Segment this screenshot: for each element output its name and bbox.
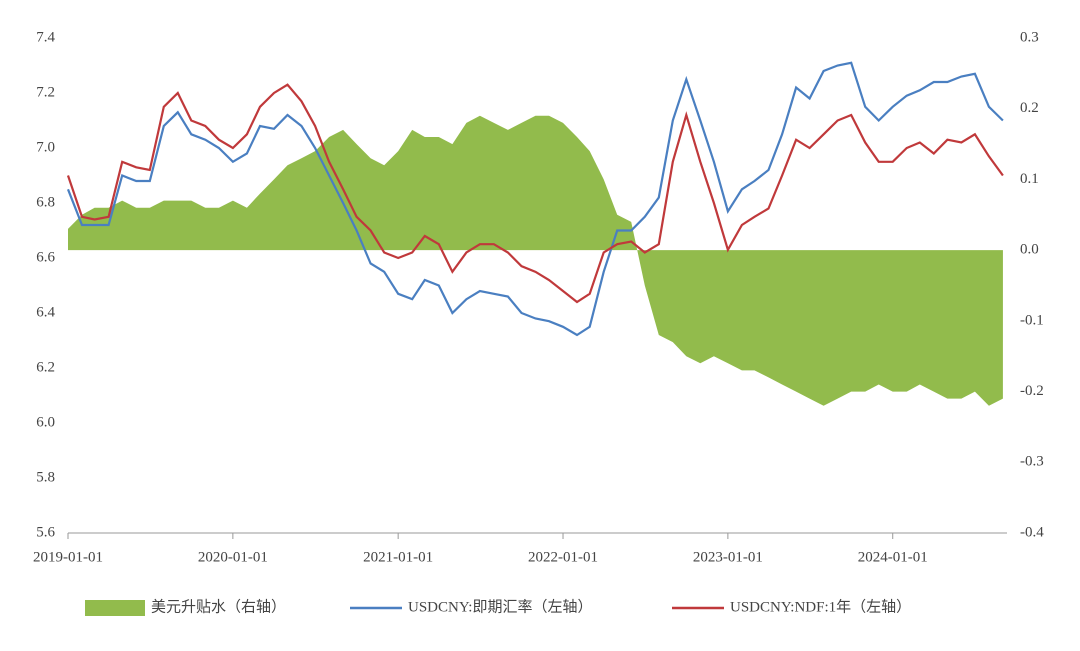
y2-tick-label: -0.1 xyxy=(1020,312,1044,328)
y-tick-label: 6.6 xyxy=(36,249,55,265)
y2-tick-label: -0.3 xyxy=(1020,454,1044,470)
area xyxy=(68,115,1003,406)
y-tick-label: 7.4 xyxy=(36,29,55,45)
y2-tick-label: 0.2 xyxy=(1020,100,1039,116)
y2-tick-label: -0.2 xyxy=(1020,383,1044,399)
y-tick-label: 6.0 xyxy=(36,414,55,430)
line xyxy=(66,83,1004,304)
y-tick-label: 6.4 xyxy=(36,304,55,320)
y-tick-label: 7.2 xyxy=(36,84,55,100)
legend-label: USDCNY:NDF:1年（左轴） xyxy=(730,598,911,615)
y2-tick-label: -0.4 xyxy=(1020,524,1044,540)
legend-swatch xyxy=(85,600,145,616)
x-tick-label: 2021-01-01 xyxy=(363,549,433,565)
y2-tick-label: 0.3 xyxy=(1020,29,1039,45)
y-tick-label: 5.6 xyxy=(36,524,55,540)
x-tick-label: 2022-01-01 xyxy=(528,549,598,565)
x-tick-label: 2019-01-01 xyxy=(33,549,103,565)
legend-label: 美元升贴水（右轴） xyxy=(151,598,286,615)
y-tick-label: 5.8 xyxy=(36,469,55,485)
y2-tick-label: 0.1 xyxy=(1020,171,1039,187)
y-tick-label: 7.0 xyxy=(36,139,55,155)
line xyxy=(66,61,1004,337)
x-tick-label: 2020-01-01 xyxy=(198,549,268,565)
legend-label: USDCNY:即期汇率（左轴） xyxy=(408,598,592,615)
x-tick-label: 2024-01-01 xyxy=(858,549,928,565)
y2-tick-label: 0.0 xyxy=(1020,242,1039,258)
y-tick-label: 6.8 xyxy=(36,194,55,210)
x-tick-label: 2023-01-01 xyxy=(693,549,763,565)
y-tick-label: 6.2 xyxy=(36,359,55,375)
